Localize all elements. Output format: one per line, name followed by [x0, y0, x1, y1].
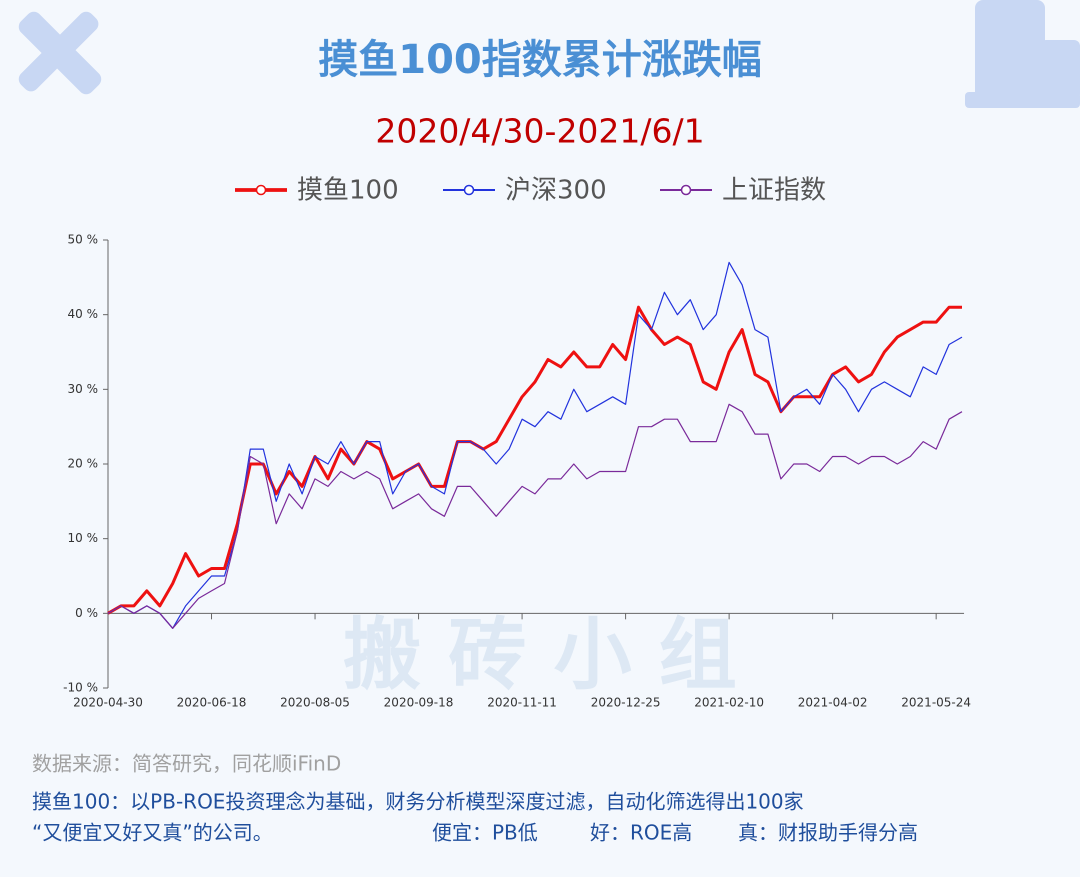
note: 便宜：PB低	[432, 821, 538, 845]
y-tick-label: -10 %	[63, 681, 98, 695]
y-tick-label: 30 %	[68, 382, 99, 396]
x-tick-label: 2020-12-25	[591, 696, 661, 710]
y-tick-label: 50 %	[68, 233, 99, 247]
y-tick-label: 10 %	[68, 531, 99, 545]
legend-label: 上证指数	[722, 176, 826, 206]
series-line	[107, 305, 962, 615]
watermark: 搬 砖 小 组	[343, 610, 736, 700]
note: “又便宜又好又真”的公司。	[32, 821, 273, 845]
legend-item: 上证指数	[660, 176, 826, 206]
x-tick-label: 2021-04-02	[798, 696, 868, 710]
y-tick-label: 0 %	[75, 606, 98, 620]
series-line	[107, 403, 963, 629]
x-tick-label: 2021-02-10	[694, 696, 764, 710]
y-tick-label: 20 %	[68, 457, 99, 471]
source: 数据来源：简答研究，同花顺iFinD	[32, 752, 341, 776]
x-tick-label: 2020-06-18	[177, 696, 247, 710]
plot: -10 % 0 % 10 % 20 % 30 % 40 % 50 % 2020-04-30 20…	[63, 233, 971, 710]
legend-item: 沪深300	[443, 176, 607, 206]
chart-subtitle: 2020/4/30-2021/6/1	[375, 112, 704, 151]
x-tick-label: 2021-05-24	[901, 696, 971, 710]
y-tick-label: 40 %	[68, 307, 99, 321]
note: 摸鱼100：以PB-ROE投资理念为基础，财务分析模型深度过滤，自动化筛选得出1…	[32, 790, 804, 814]
x-tick-label: 2020-11-11	[487, 696, 557, 710]
legend-marker	[255, 184, 267, 196]
legend-marker	[680, 184, 692, 196]
tools-icon	[18, 11, 102, 95]
legend-item: 摸鱼100	[235, 176, 399, 206]
building-icon	[965, 0, 1080, 108]
legend-marker	[463, 184, 475, 196]
chart-title: 摸鱼100指数累计涨跌幅	[318, 37, 762, 83]
x-tick-label: 2020-08-05	[280, 696, 350, 710]
legend-label: 沪深300	[505, 176, 607, 206]
note: 真：财报助手得分高	[738, 821, 918, 845]
x-tick-label: 2020-04-30	[73, 696, 143, 710]
legend-label: 摸鱼100	[297, 176, 399, 206]
note: 好：ROE高	[590, 821, 692, 845]
series-line	[107, 261, 963, 629]
x-tick-label: 2020-09-18	[384, 696, 454, 710]
